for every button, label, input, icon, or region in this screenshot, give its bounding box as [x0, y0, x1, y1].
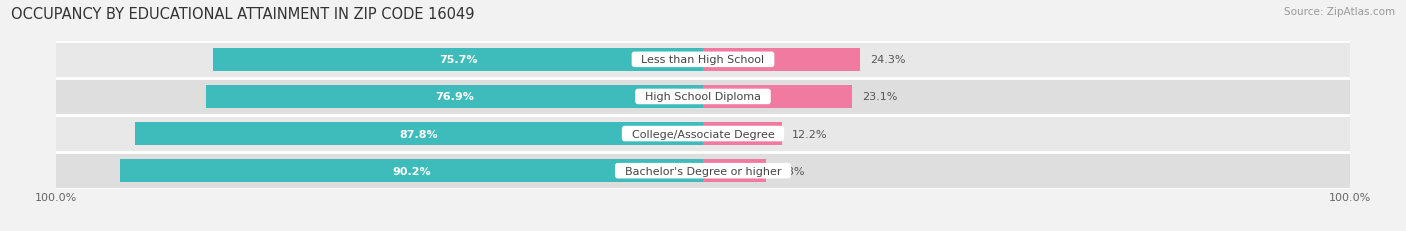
Text: Bachelor's Degree or higher: Bachelor's Degree or higher — [617, 166, 789, 176]
Bar — [205, 85, 703, 109]
Bar — [703, 122, 782, 146]
Text: High School Diploma: High School Diploma — [638, 92, 768, 102]
Text: 90.2%: 90.2% — [392, 166, 430, 176]
Text: Source: ZipAtlas.com: Source: ZipAtlas.com — [1284, 7, 1395, 17]
Bar — [56, 116, 1350, 152]
Text: 87.8%: 87.8% — [399, 129, 439, 139]
Bar — [703, 85, 852, 109]
Text: 9.8%: 9.8% — [776, 166, 804, 176]
Text: 75.7%: 75.7% — [439, 55, 478, 65]
Bar — [56, 42, 1350, 79]
Bar — [214, 49, 703, 72]
Text: 23.1%: 23.1% — [862, 92, 897, 102]
Text: 12.2%: 12.2% — [792, 129, 827, 139]
Text: College/Associate Degree: College/Associate Degree — [624, 129, 782, 139]
Text: 24.3%: 24.3% — [870, 55, 905, 65]
Bar — [56, 152, 1350, 189]
Bar — [703, 49, 860, 72]
Text: Less than High School: Less than High School — [634, 55, 772, 65]
Bar — [135, 122, 703, 146]
Text: OCCUPANCY BY EDUCATIONAL ATTAINMENT IN ZIP CODE 16049: OCCUPANCY BY EDUCATIONAL ATTAINMENT IN Z… — [11, 7, 475, 22]
Bar — [120, 159, 703, 182]
Bar — [56, 79, 1350, 116]
Bar — [703, 159, 766, 182]
Text: 76.9%: 76.9% — [434, 92, 474, 102]
